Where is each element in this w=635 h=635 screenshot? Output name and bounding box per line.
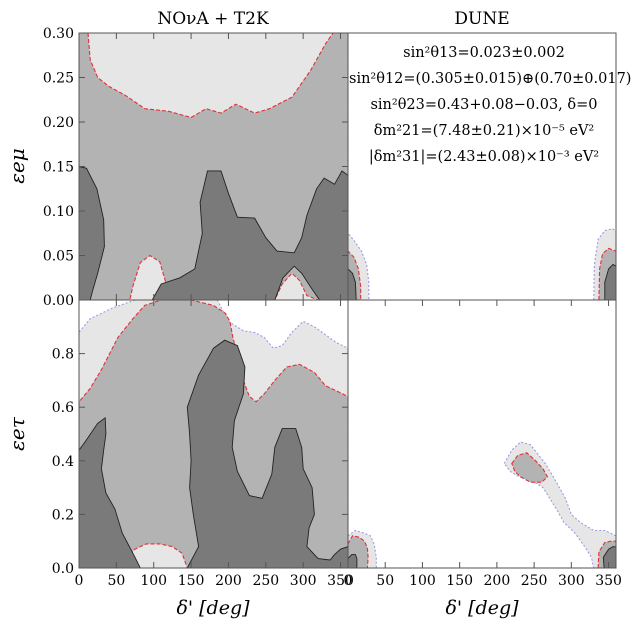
ytick-label: 0.20: [43, 115, 74, 131]
ytick-label: 0.2: [52, 507, 74, 523]
frame-bottom-right: [347, 299, 617, 569]
xtick-label: 0: [344, 573, 353, 589]
title-left: NOνA + T2K: [157, 9, 269, 29]
contour-bottom-right-6: [602, 546, 616, 568]
ytick-label: 0.4: [52, 454, 74, 470]
ytick-label: 0.15: [43, 160, 74, 176]
xtick-label: 50: [376, 573, 394, 589]
contour-regions: [79, 33, 616, 568]
ytick-label: 0.10: [43, 204, 74, 220]
ylabel-top: εeμ: [5, 148, 29, 184]
contour-bottom-right-2: [348, 554, 358, 568]
contour-top-left-2: [79, 166, 105, 300]
ytick-label: 0.25: [43, 71, 74, 87]
contour-panel-bottom-left: [79, 300, 348, 568]
contour-bottom-left-3: [186, 339, 348, 568]
xtick-label: 50: [107, 573, 125, 589]
xtick-label: 200: [215, 573, 242, 589]
axis-ticks: 0.000.050.100.150.200.250.300 50 100 150 200…: [43, 26, 622, 589]
ytick-label: 0.00: [43, 293, 74, 309]
parameter-annotations: sin²θ13=0.023±0.002 sin²θ12=(0.305±0.015…: [349, 40, 632, 170]
contour-top-right-2: [348, 268, 357, 300]
xtick-label: 100: [140, 573, 167, 589]
contour-top-left-1: [79, 33, 348, 300]
ytick-label: 0.8: [52, 347, 74, 363]
contour-panel-top-left: [79, 33, 348, 300]
title-right: DUNE: [454, 9, 509, 29]
ytick-label: 0.0: [52, 561, 74, 577]
xtick-label: 350: [327, 573, 354, 589]
annotation-theta13: sin²θ13=0.023±0.002: [403, 45, 565, 61]
xtick-label: 300: [558, 573, 585, 589]
contour-top-left-3: [151, 170, 348, 300]
xlabel-left: δ' [deg]: [176, 597, 250, 619]
contour-panel-top-right: [348, 228, 616, 300]
xtick-label: 150: [446, 573, 473, 589]
ytick-label: 0.6: [52, 400, 74, 416]
xtick-label: 300: [290, 573, 317, 589]
xtick-label: 250: [521, 573, 548, 589]
xtick-label: 350: [595, 573, 622, 589]
xtick-label: 100: [409, 573, 436, 589]
xtick-label: 250: [252, 573, 279, 589]
contour-top-right-5: [604, 263, 616, 300]
ytick-label: 0.30: [43, 26, 74, 42]
ylabel-bottom: εeτ: [5, 416, 29, 451]
xtick-label: 150: [178, 573, 205, 589]
contour-bottom-left-2: [79, 417, 141, 568]
xlabel-right: δ' [deg]: [445, 597, 519, 619]
annotation-dm31: |δm²31|=(2.43±0.08)×10⁻³ eV²: [368, 149, 600, 165]
xtick-label: 200: [484, 573, 511, 589]
annotation-dm21: δm²21=(7.48±0.21)×10⁻⁵ eV²: [373, 123, 595, 139]
annotation-theta23: sin²θ23=0.43+0.08−0.03, δ=0: [370, 97, 598, 113]
annotation-theta12: sin²θ12=(0.305±0.015)⊕(0.70±0.017): [349, 71, 632, 87]
xtick-label: 0: [75, 573, 84, 589]
contour-panel-bottom-right: [348, 441, 616, 568]
contour-bottom-right-4: [511, 452, 549, 483]
axis-text: NOνA + T2K DUNE δ' [deg] δ' [deg] εeμ εe…: [5, 9, 519, 619]
ytick-label: 0.05: [43, 249, 74, 265]
